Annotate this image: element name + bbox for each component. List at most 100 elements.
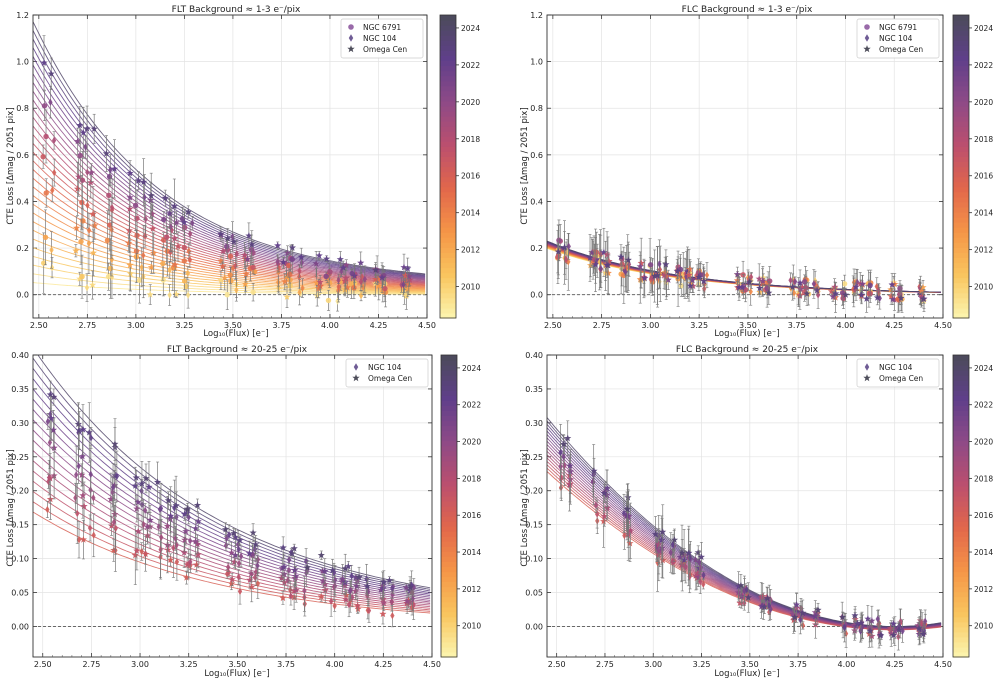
colorbar-segment	[953, 166, 969, 173]
data-point	[558, 448, 563, 457]
colorbar-segment	[953, 237, 969, 243]
data-point	[242, 270, 250, 278]
plot-flc-high: 2.50 2.75 3.00 3.25 3.50 3.75 4.00 4.25 4.50 0.00…	[525, 351, 993, 669]
colorbar-segment	[441, 430, 457, 437]
data-point	[406, 583, 414, 591]
colorbar-tick-label: 2024	[974, 364, 993, 373]
data-point	[339, 264, 347, 271]
data-point	[286, 566, 292, 574]
data-point	[617, 253, 625, 260]
data-point	[134, 215, 140, 221]
data-point	[172, 290, 180, 298]
colorbar-segment	[440, 25, 456, 31]
data-point	[279, 543, 287, 551]
data-point	[73, 224, 81, 232]
colorbar-segment	[953, 365, 969, 371]
colorbar-segment	[440, 110, 456, 117]
data-point	[767, 278, 773, 284]
data-point	[895, 626, 903, 633]
colorbar-tick-label: 2020	[462, 438, 481, 447]
data-point	[168, 248, 173, 256]
colorbar-segment	[953, 601, 969, 608]
y-tick-label: 1.2	[16, 11, 29, 20]
colorbar-segment	[441, 621, 457, 628]
data-point	[873, 293, 881, 301]
colorbar-tick-label: 2018	[974, 135, 993, 144]
data-point	[603, 484, 611, 492]
colorbar-segment	[441, 511, 457, 517]
colorbar-segment	[953, 252, 969, 258]
data-point	[109, 273, 115, 281]
data-point	[85, 168, 90, 176]
data-point	[228, 278, 234, 284]
colorbar-frame	[952, 354, 970, 658]
data-point	[811, 612, 819, 620]
colorbar-tick-label: 2016	[462, 511, 481, 520]
colorbar-segment	[953, 641, 969, 648]
colorbar-segment	[441, 365, 457, 371]
data-point	[79, 535, 87, 543]
data-point	[88, 470, 93, 478]
colorbar-segment	[441, 455, 457, 462]
legend-marker-star	[863, 45, 871, 53]
data-point	[842, 623, 847, 632]
data-point	[227, 272, 234, 278]
x-tick-label: 3.00	[131, 660, 149, 669]
data-point	[355, 573, 363, 581]
x-tick-label: 4.25	[886, 660, 904, 669]
data-point	[185, 291, 191, 299]
data-point	[336, 276, 341, 284]
data-point	[164, 546, 172, 553]
data-point	[336, 255, 344, 263]
data-point	[142, 550, 150, 558]
data-point	[566, 462, 574, 469]
plot-flt-high: 2.50 2.75 3.00 3.25 3.50 3.75 4.00 4.25 4.50 0.00…	[11, 351, 481, 669]
colorbar-segment	[953, 217, 969, 223]
data-point	[276, 284, 281, 292]
data-point	[811, 280, 817, 288]
data-point	[323, 255, 331, 262]
data-point	[798, 616, 803, 624]
x-tick-label: 3.75	[273, 321, 291, 330]
colorbar-segment	[953, 292, 969, 299]
colorbar-segment	[440, 211, 456, 218]
data-point	[79, 274, 85, 280]
data-point	[230, 529, 238, 537]
colorbar-segment	[953, 70, 969, 77]
x-tick-label: 4.00	[326, 660, 344, 669]
data-point	[603, 504, 611, 512]
data-point	[290, 544, 298, 552]
data-point	[76, 121, 84, 129]
data-point	[224, 292, 230, 298]
colorbar-segment	[440, 262, 456, 269]
fit-curve	[33, 378, 431, 593]
colorbar-segment	[953, 495, 969, 502]
colorbar-segment	[953, 475, 969, 482]
x-tick-label: 2.75	[78, 321, 96, 330]
x-tick-label: 2.50	[548, 660, 566, 669]
colorbar-segment	[440, 242, 456, 248]
data-point	[863, 295, 871, 302]
data-point	[755, 275, 763, 282]
colorbar-tick-label: 2010	[974, 283, 993, 292]
colorbar-segment	[953, 287, 969, 294]
data-point	[172, 218, 180, 226]
data-point	[328, 566, 337, 574]
data-point	[252, 540, 260, 548]
colorbar-segment	[440, 302, 456, 309]
y-axis-label: CTE Loss [Δmag / 2051 pix]	[520, 449, 530, 566]
data-point	[78, 471, 86, 478]
y-tick-label: 0.8	[16, 104, 29, 113]
data-point	[651, 272, 659, 280]
colorbar-segment	[441, 551, 457, 557]
colorbar-segment	[953, 196, 969, 203]
data-point	[897, 294, 905, 302]
data-point	[89, 249, 97, 256]
panel-flt-low: CTE Loss [Δmag / 2051 pix] Log₁₀(Flux) […	[6, 107, 269, 339]
colorbar-segment	[441, 531, 457, 537]
data-point	[287, 271, 293, 277]
data-point	[656, 547, 664, 555]
data-point	[744, 593, 752, 601]
colorbar-segment	[440, 196, 456, 203]
data-point	[241, 280, 249, 288]
